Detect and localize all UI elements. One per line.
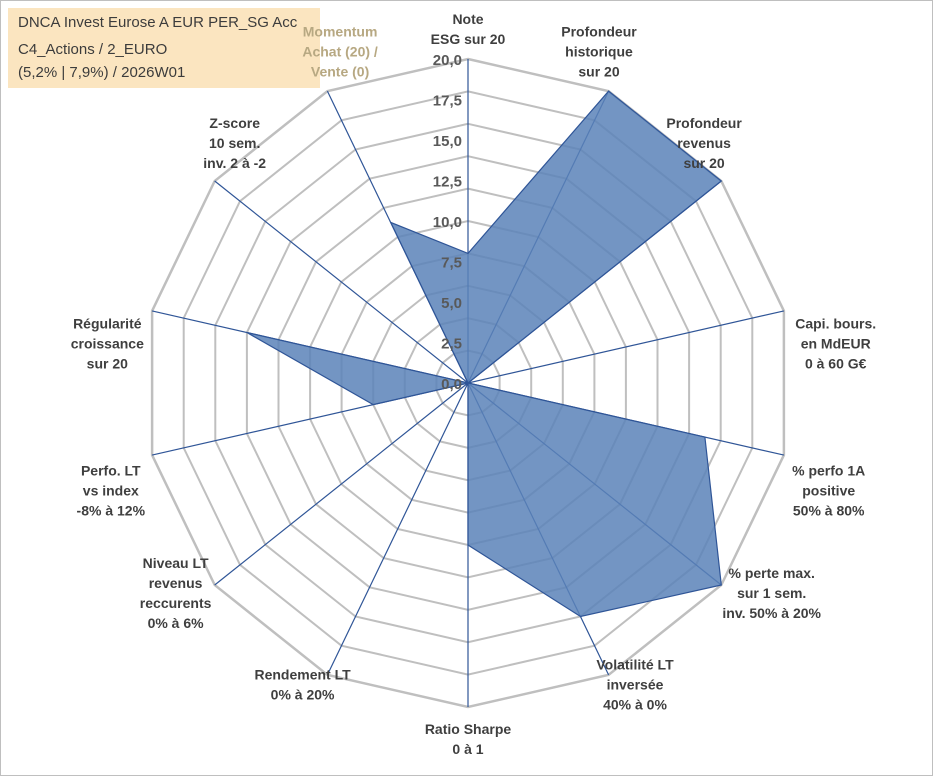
fund-info-box: DNCA Invest Eurose A EUR PER_SG Acc C4_A…	[8, 8, 320, 88]
tick-label: 17,5	[433, 93, 462, 110]
axis-label: Capi. bours.	[795, 316, 876, 332]
tick-label: 5,0	[441, 295, 462, 312]
axis-label: Achat (20) /	[302, 44, 378, 60]
axis-label: ESG sur 20	[431, 31, 506, 47]
tick-label: 15,0	[433, 133, 462, 150]
axis-label: -8% à 12%	[77, 502, 146, 518]
radar-series	[246, 90, 723, 618]
axis-label: Régularité	[73, 316, 142, 332]
axis-label: 0% à 6%	[148, 615, 205, 631]
axis-label: % perfo 1A	[792, 462, 865, 478]
axis-label: 50% à 80%	[793, 502, 865, 518]
tick-label: 12,5	[433, 174, 462, 191]
fund-category: C4_Actions / 2_EURO	[18, 41, 168, 58]
axis-label: Perfo. LT	[81, 462, 141, 478]
axis-label: sur 20	[578, 64, 619, 80]
fund-name: DNCA Invest Eurose A EUR PER_SG Acc	[18, 14, 298, 31]
axis-label: 40% à 0%	[603, 696, 667, 712]
axis-label: Note	[452, 11, 483, 27]
axis-label: croissance	[71, 336, 144, 352]
axis-spoke	[214, 382, 469, 586]
axis-label: inv. 50% à 20%	[722, 605, 821, 621]
axis-spoke	[467, 310, 785, 384]
axis-label: 0 à 60 G€	[805, 356, 867, 372]
axis-label: Momentum	[303, 24, 378, 40]
axis-label: % perte max.	[729, 565, 815, 581]
axis-label: positive	[802, 482, 855, 498]
axis-label: sur 20	[683, 155, 724, 171]
axis-label: inv. 2 à -2	[203, 155, 266, 171]
axis-label: historique	[565, 44, 633, 60]
axis-label: Vente (0)	[311, 64, 369, 80]
tick-label: 10,0	[433, 214, 462, 231]
axis-label: en MdEUR	[801, 336, 871, 352]
tick-label: 7,5	[441, 255, 462, 272]
axis-label: revenus	[149, 575, 203, 591]
tick-label: 0,0	[441, 376, 462, 393]
axis-spoke	[326, 382, 469, 676]
axis-label: 0% à 20%	[271, 686, 335, 702]
axis-label: Niveau LT	[143, 555, 209, 571]
axis-label: reccurents	[140, 595, 212, 611]
axis-label: sur 20	[87, 356, 128, 372]
axis-label: 10 sem.	[209, 135, 260, 151]
axis-label: sur 1 sem.	[737, 585, 806, 601]
radial-tick-labels: 0,0 2,5 5,0 7,5 10,0 12,5 15,0 17,5 20,0	[433, 52, 462, 393]
series-area	[246, 90, 723, 618]
tick-label: 20,0	[433, 52, 462, 69]
axis-label: Profondeur	[666, 115, 742, 131]
axis-label: Profondeur	[561, 24, 637, 40]
axis-label: Ratio Sharpe	[425, 721, 512, 737]
axis-label: Volatilité LT	[596, 656, 674, 672]
axis-label: 0 à 1	[452, 741, 483, 757]
tick-label: 2,5	[441, 336, 462, 353]
axis-label: Rendement LT	[254, 666, 351, 682]
axis-label: vs index	[83, 482, 139, 498]
axis-label: Z-score	[209, 115, 260, 131]
axis-label: inversée	[607, 676, 664, 692]
axis-label: revenus	[677, 135, 731, 151]
fund-stats: (5,2% | 7,9%) / 2026W01	[18, 64, 186, 81]
axis-spoke	[214, 180, 469, 384]
axis-labels: Note ESG sur 20 Profondeur historique sur 20…	[71, 11, 876, 757]
